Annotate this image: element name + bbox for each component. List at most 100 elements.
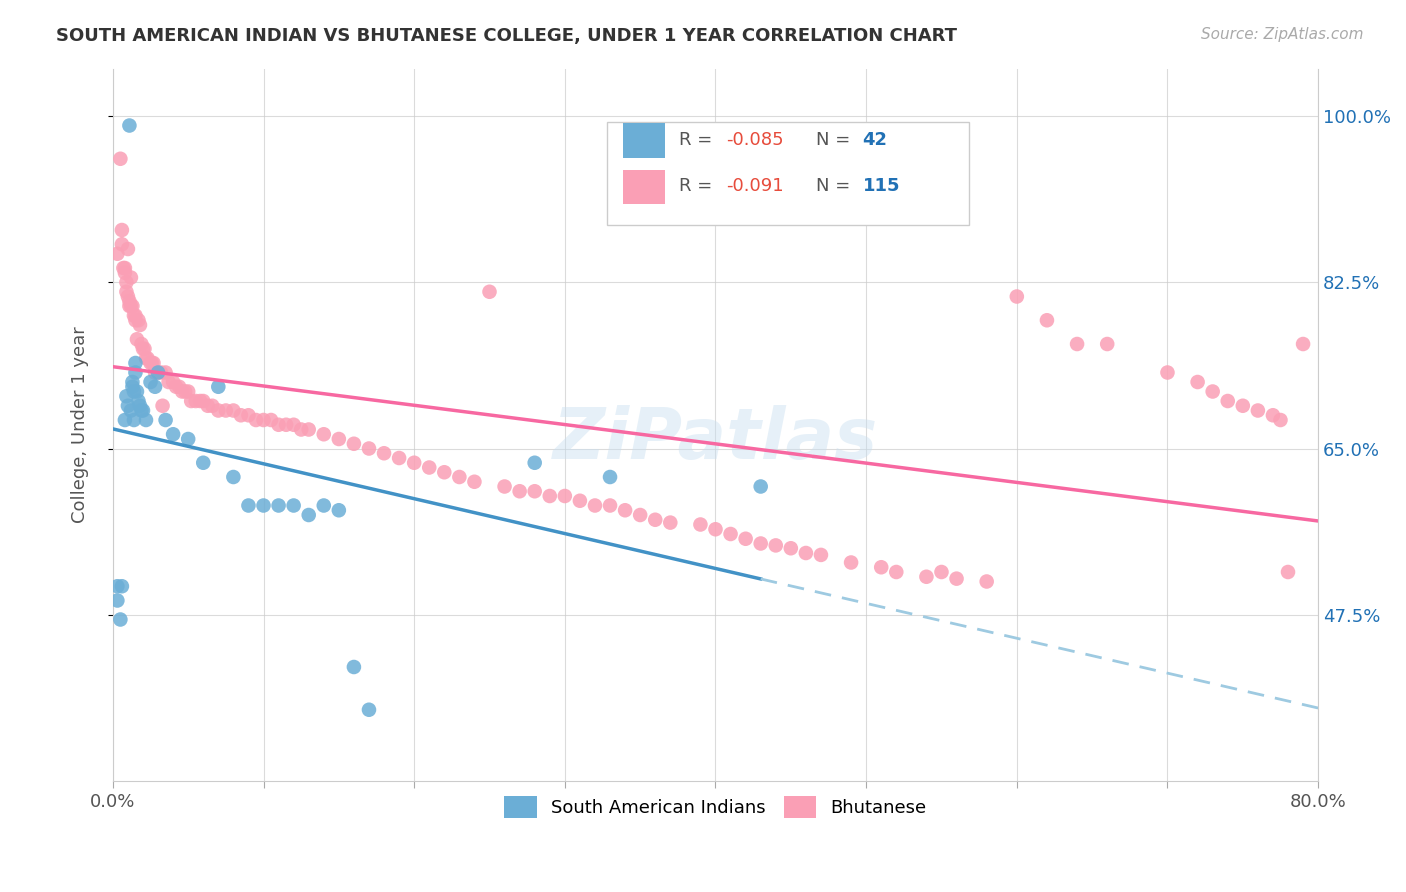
Point [568,493,591,508]
Point [1156,366,1178,380]
Text: N =: N = [815,178,855,195]
Point [118,119,141,133]
Point [111,237,134,252]
Point [794,546,817,560]
Point [114,266,136,280]
Point [418,460,440,475]
Point [193,394,215,409]
FancyBboxPatch shape [607,122,969,226]
Point [1066,337,1088,351]
Point [146,366,169,380]
Point [449,470,471,484]
Point [478,285,501,299]
Point [343,660,366,674]
Point [188,394,211,409]
Point [143,366,166,380]
Point [124,309,146,323]
Point [720,527,742,541]
Point [599,499,621,513]
Point [201,399,224,413]
Point [267,499,290,513]
Text: ZiPatlas: ZiPatlas [553,404,879,474]
Point [463,475,485,489]
Point [659,516,682,530]
Point [124,366,146,380]
Point [162,375,184,389]
Point [121,299,143,313]
Point [129,318,152,332]
Point [131,403,153,417]
Text: -0.085: -0.085 [727,131,785,149]
Point [118,294,141,309]
Point [1261,409,1284,423]
Point [599,470,621,484]
Point [110,613,132,627]
Point [207,403,229,417]
Text: R =: R = [679,131,718,149]
Point [118,299,141,313]
Point [283,417,305,432]
Point [509,484,531,499]
Point [152,399,174,413]
Point [134,342,156,356]
Point [749,536,772,550]
Point [283,499,305,513]
Point [120,403,142,417]
Point [143,380,166,394]
Point [976,574,998,589]
Point [122,309,145,323]
Point [122,384,145,399]
Point [180,394,202,409]
Point [124,313,146,327]
Point [127,394,149,409]
Point [114,413,136,427]
Point [121,375,143,389]
Point [131,337,153,351]
Point [260,413,283,427]
Y-axis label: College, Under 1 year: College, Under 1 year [72,326,89,523]
Point [245,413,267,427]
FancyBboxPatch shape [623,123,665,158]
Point [117,289,139,303]
Point [136,351,159,366]
Point [127,313,149,327]
Point [162,427,184,442]
Point [184,394,207,409]
Text: N =: N = [815,131,855,149]
Point [146,366,169,380]
Point [839,556,862,570]
Point [870,560,893,574]
Point [1292,337,1315,351]
Text: 42: 42 [862,131,887,149]
Point [1187,375,1209,389]
Legend: South American Indians, Bhutanese: South American Indians, Bhutanese [496,789,934,825]
Point [174,384,197,399]
Point [373,446,395,460]
Point [1095,337,1118,351]
Point [328,503,350,517]
Point [150,366,173,380]
Point [124,356,146,370]
Point [252,499,274,513]
Point [172,384,194,399]
Point [734,532,756,546]
Point [1232,399,1254,413]
Point [357,703,380,717]
Point [177,432,200,446]
Point [1247,403,1270,417]
Point [155,413,177,427]
Point [343,436,366,450]
Point [404,456,426,470]
Point [122,413,145,427]
Point [252,413,274,427]
Point [132,403,155,417]
Point [111,579,134,593]
Point [125,384,148,399]
Point [1277,565,1299,579]
Point [222,470,245,484]
Point [388,450,411,465]
Point [117,399,139,413]
Point [328,432,350,446]
Point [357,442,380,456]
Point [139,375,162,389]
